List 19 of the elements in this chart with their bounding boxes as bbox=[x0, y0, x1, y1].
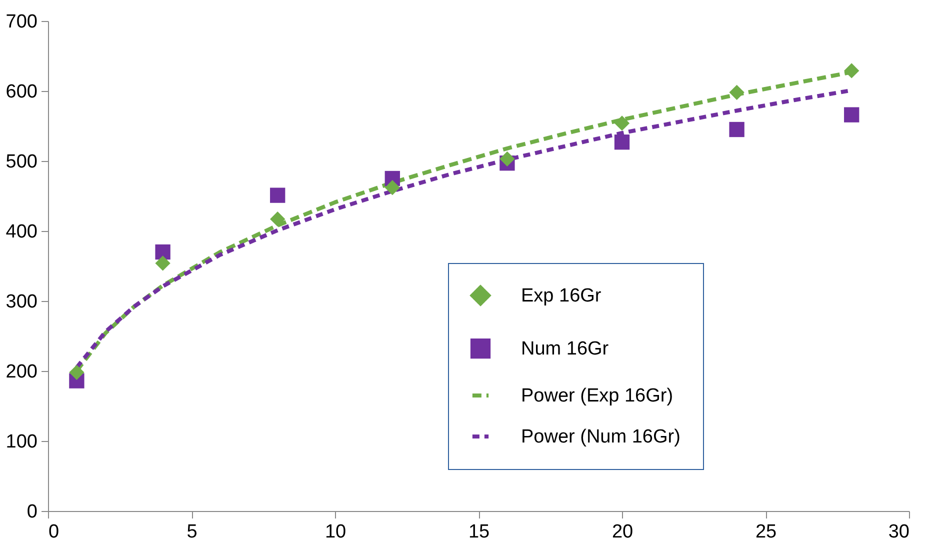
y-tick-label: 300 bbox=[6, 292, 38, 312]
y-tick-label: 600 bbox=[6, 82, 38, 102]
x-tick-label: 25 bbox=[755, 522, 777, 542]
legend-label: Power (Num 16Gr) bbox=[521, 426, 680, 448]
legend-label: Exp 16Gr bbox=[521, 286, 602, 306]
y-tick-label: 100 bbox=[6, 432, 38, 452]
y-tick-label: 0 bbox=[26, 502, 38, 522]
x-tick-label: 15 bbox=[468, 522, 490, 542]
y-tick-label: 400 bbox=[6, 222, 38, 242]
legend-label: Num 16Gr bbox=[521, 338, 610, 360]
x-tick-label: 20 bbox=[612, 522, 634, 542]
y-tick-label: 500 bbox=[6, 152, 38, 172]
y-tick-label: 200 bbox=[6, 362, 38, 382]
x-tick-label: 5 bbox=[186, 522, 198, 542]
legend-label: Power (Exp 16Gr) bbox=[521, 386, 674, 406]
x-tick-label: 0 bbox=[48, 522, 60, 542]
x-tick-label: 30 bbox=[888, 522, 910, 542]
y-tick-label: 700 bbox=[6, 12, 38, 32]
x-tick-label: 10 bbox=[324, 522, 346, 542]
